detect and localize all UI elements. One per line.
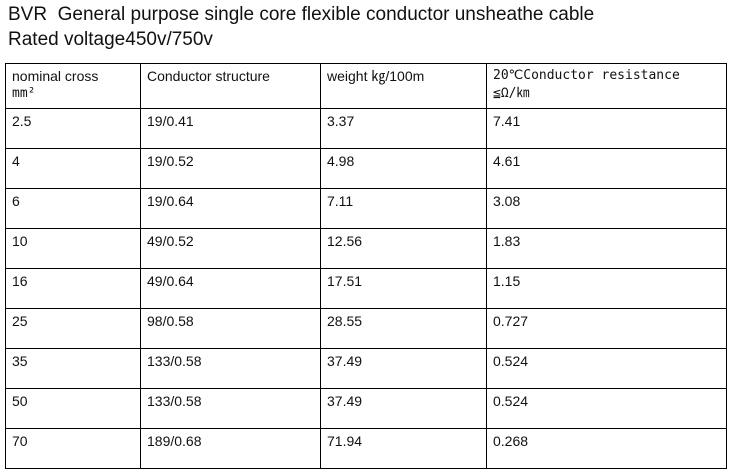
cell-resistance: 0.727 [486, 308, 727, 349]
cell-resistance: 7.41 [486, 108, 727, 149]
cell-nominal-cross: 10 [5, 228, 141, 269]
cell-resistance: 3.08 [486, 188, 727, 229]
header-weight-label: weight ㎏/100m [327, 68, 425, 84]
table-row: 4 19/0.52 4.98 4.61 [5, 148, 727, 189]
document-heading: BVR General purpose single core flexible… [8, 2, 594, 52]
header-conductor-resistance: 20℃Conductor resistance ≦Ω/㎞ [486, 63, 727, 109]
cell-conductor-structure: 19/0.41 [140, 108, 321, 149]
header-conductor-resistance-label: 20℃Conductor resistance [493, 68, 680, 83]
cable-spec-table: nominal cross mm² Conductor structure we… [5, 63, 727, 469]
cell-conductor-structure: 49/0.64 [140, 268, 321, 309]
header-conductor-resistance-unit: ≦Ω/㎞ [493, 86, 530, 101]
cell-nominal-cross: 70 [5, 428, 141, 469]
cell-conductor-structure: 133/0.58 [140, 348, 321, 389]
table-row: 50 133/0.58 37.49 0.524 [5, 388, 727, 429]
header-conductor-structure-label: Conductor structure [147, 68, 270, 84]
cell-weight: 37.49 [320, 388, 487, 429]
heading-title: BVR General purpose single core flexible… [8, 4, 595, 25]
table-row: 35 133/0.58 37.49 0.524 [5, 348, 727, 389]
header-conductor-structure: Conductor structure [140, 63, 321, 109]
table-row: 6 19/0.64 7.11 3.08 [5, 188, 727, 229]
cell-conductor-structure: 19/0.52 [140, 148, 321, 189]
cell-nominal-cross: 35 [5, 348, 141, 389]
cell-nominal-cross: 50 [5, 388, 141, 429]
cell-weight: 17.51 [320, 268, 487, 309]
cell-weight: 71.94 [320, 428, 487, 469]
table-row: 10 49/0.52 12.56 1.83 [5, 228, 727, 269]
cell-conductor-structure: 189/0.68 [140, 428, 321, 469]
heading-rated-voltage: Rated voltage450v/750v [8, 29, 213, 50]
header-weight: weight ㎏/100m [320, 63, 487, 109]
cell-nominal-cross: 4 [5, 148, 141, 189]
table-row: 2.5 19/0.41 3.37 7.41 [5, 108, 727, 149]
cell-weight: 4.98 [320, 148, 487, 189]
cell-weight: 7.11 [320, 188, 487, 229]
table-row: 16 49/0.64 17.51 1.15 [5, 268, 727, 309]
cell-nominal-cross: 25 [5, 308, 141, 349]
cell-weight: 37.49 [320, 348, 487, 389]
cell-nominal-cross: 16 [5, 268, 141, 309]
cell-conductor-structure: 133/0.58 [140, 388, 321, 429]
cell-weight: 3.37 [320, 108, 487, 149]
cell-resistance: 0.524 [486, 388, 727, 429]
header-nominal-cross-label: nominal cross [12, 68, 99, 84]
cell-resistance: 0.524 [486, 348, 727, 389]
table-row: 25 98/0.58 28.55 0.727 [5, 308, 727, 349]
cell-resistance: 1.83 [486, 228, 727, 269]
cell-weight: 28.55 [320, 308, 487, 349]
table-row: 70 189/0.68 71.94 0.268 [5, 428, 727, 469]
cell-resistance: 0.268 [486, 428, 727, 469]
cell-conductor-structure: 49/0.52 [140, 228, 321, 269]
cell-resistance: 1.15 [486, 268, 727, 309]
cell-conductor-structure: 98/0.58 [140, 308, 321, 349]
header-nominal-cross: nominal cross mm² [5, 63, 141, 109]
header-nominal-cross-unit: mm² [12, 86, 36, 101]
cell-nominal-cross: 6 [5, 188, 141, 229]
cell-weight: 12.56 [320, 228, 487, 269]
cell-resistance: 4.61 [486, 148, 727, 189]
cell-conductor-structure: 19/0.64 [140, 188, 321, 229]
cell-nominal-cross: 2.5 [5, 108, 141, 149]
table-header-row: nominal cross mm² Conductor structure we… [5, 63, 727, 109]
